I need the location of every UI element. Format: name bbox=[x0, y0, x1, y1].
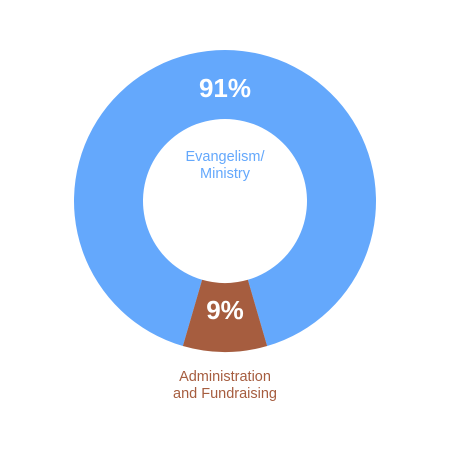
category-label: and Fundraising bbox=[173, 386, 277, 402]
category-label: Evangelism/ bbox=[186, 149, 266, 165]
value-label: 91% bbox=[199, 73, 251, 103]
donut-slice bbox=[74, 49, 376, 347]
donut-slice bbox=[182, 279, 268, 352]
category-label: Ministry bbox=[200, 166, 251, 182]
category-label: Administration bbox=[179, 369, 271, 385]
value-label: 9% bbox=[206, 295, 244, 325]
